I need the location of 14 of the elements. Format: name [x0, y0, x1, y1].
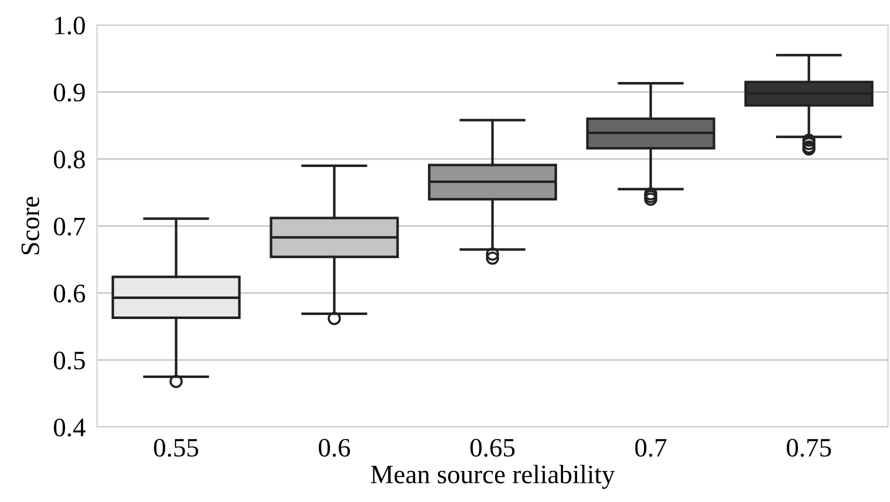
y-tick-label: 0.5	[54, 352, 85, 370]
x-tick-label: 0.75	[786, 438, 831, 457]
x-tick-label: 0.55	[154, 438, 198, 457]
y-tick-label: 0.4	[54, 418, 86, 437]
y-tick-label: 0.8	[54, 150, 85, 169]
x-tick-label: 0.7	[635, 438, 666, 457]
y-tick-label: 0.7	[54, 218, 86, 236]
y-tick-label: 0.6	[54, 284, 86, 303]
x-axis-title: Mean source reliability	[370, 464, 615, 489]
y-tick-label: 1.0	[55, 16, 85, 35]
y-axis-title: Score	[21, 196, 40, 254]
y-tick-label: 0.9	[54, 84, 85, 102]
x-tick-label: 0.6	[318, 438, 350, 457]
x-tick-label: 0.65	[470, 438, 515, 457]
